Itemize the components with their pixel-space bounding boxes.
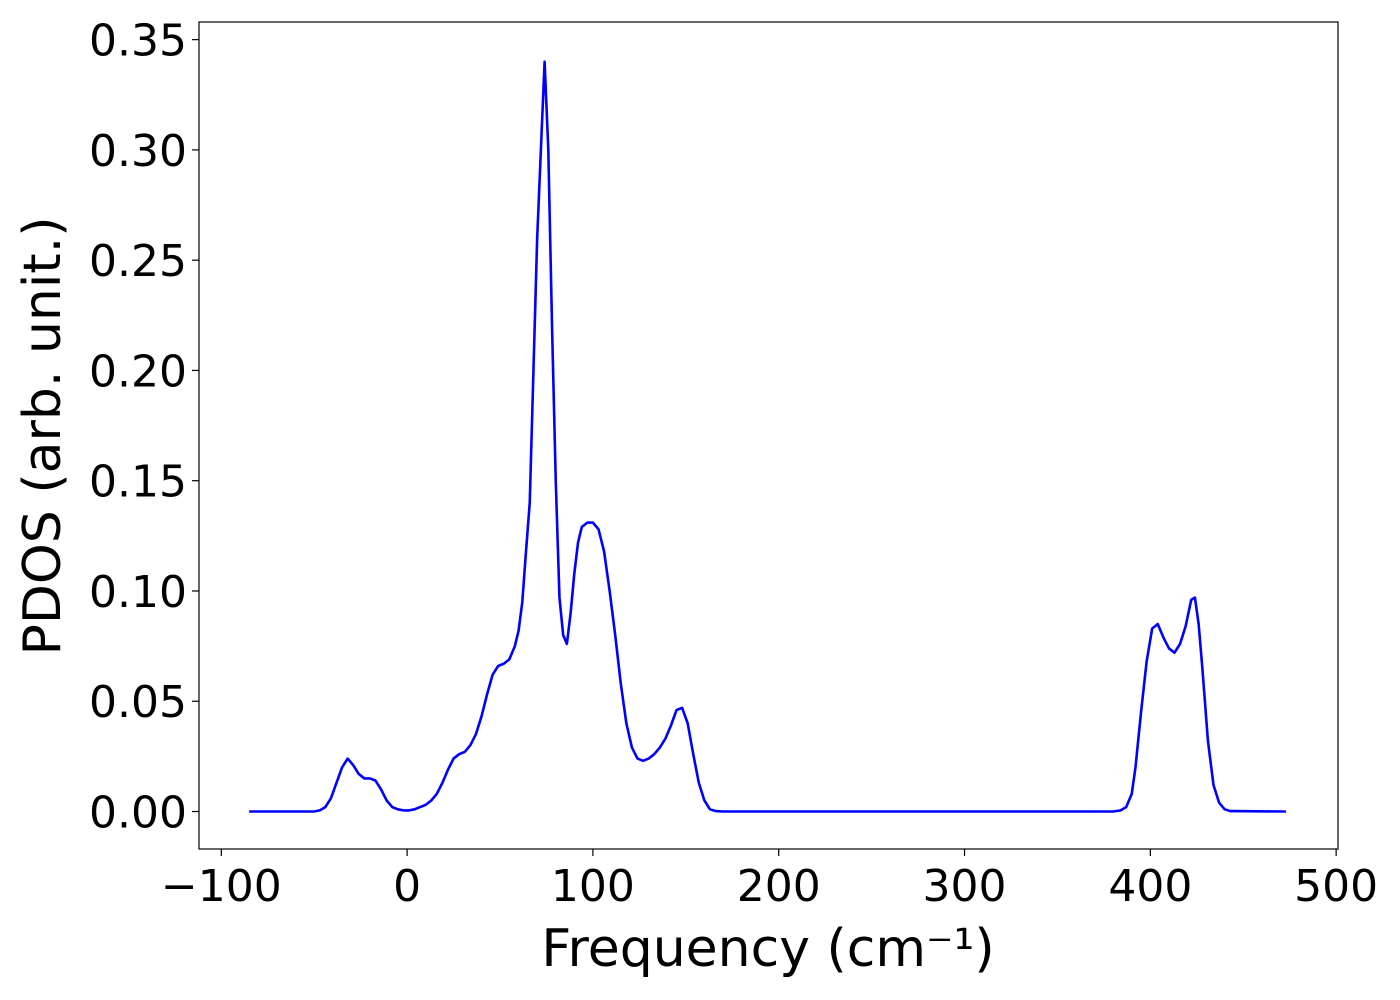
- x-tick-label: −100: [161, 861, 282, 912]
- x-tick-label: 500: [1294, 861, 1378, 912]
- x-tick-label: 400: [1108, 861, 1192, 912]
- plot-frame: [198, 21, 1339, 850]
- x-tick-label: 200: [737, 861, 821, 912]
- y-axis-label: PDOS (arb. unit.): [13, 216, 73, 655]
- y-tick-label: 0.20: [89, 346, 187, 397]
- x-tick-label: 0: [393, 861, 421, 912]
- y-tick-label: 0.00: [89, 788, 187, 839]
- y-tick-label: 0.05: [89, 677, 187, 728]
- y-tick-label: 0.15: [89, 457, 187, 508]
- x-axis-label: Frequency (cm⁻¹): [541, 919, 994, 979]
- line: [249, 60, 1286, 813]
- y-tick-label: 0.10: [89, 567, 187, 618]
- y-tick-label: 0.35: [89, 16, 187, 67]
- y-tick-label: 0.30: [89, 126, 187, 177]
- x-tick-label: 300: [923, 861, 1007, 912]
- x-tick-label: 100: [551, 861, 635, 912]
- y-tick-label: 0.25: [89, 236, 187, 287]
